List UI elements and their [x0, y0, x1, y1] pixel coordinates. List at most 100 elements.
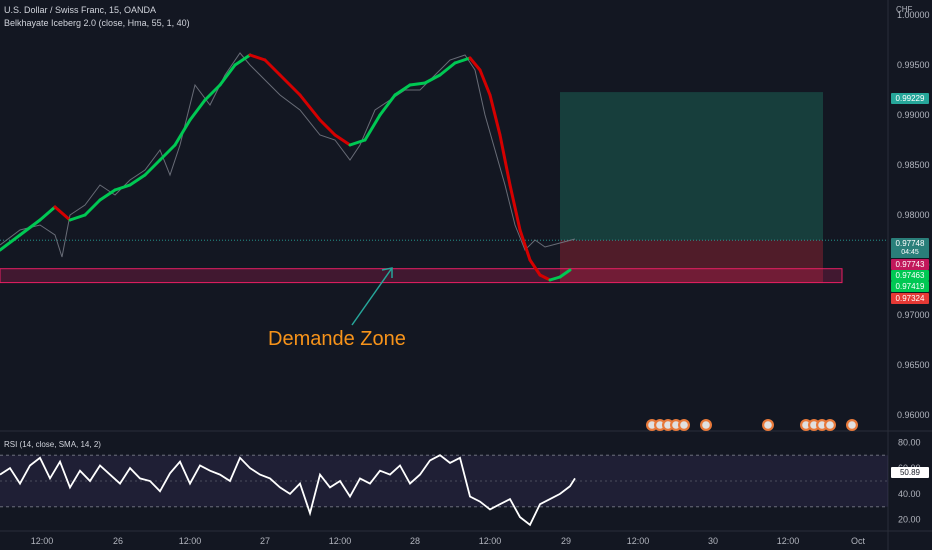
rsi-line [0, 454, 576, 527]
position-tool[interactable] [0, 92, 888, 283]
event-marker [762, 419, 774, 431]
hma-segment [378, 93, 397, 117]
hma-segment [408, 81, 427, 87]
hma-segment [438, 61, 457, 77]
event-marker-core [656, 421, 664, 429]
hma-segment [38, 205, 57, 222]
time-tick-label: 27 [260, 536, 270, 546]
time-axis[interactable]: 12:00 26 12:00 27 12:00 28 12:00 29 12:00 30 12:00… [31, 536, 866, 546]
hma-segment [348, 138, 367, 147]
hma-segment [18, 218, 42, 237]
hma-segment [143, 158, 162, 177]
event-markers[interactable] [646, 419, 858, 431]
annotation-arrow[interactable] [351, 267, 393, 326]
hma-segment [548, 275, 562, 282]
price-tick-label: 0.99000 [897, 110, 930, 120]
symbol-legend[interactable]: U.S. Dollar / Swiss Franc, 15, OANDA [4, 5, 157, 15]
event-marker-core [810, 421, 818, 429]
hma-segment [333, 133, 352, 147]
price-tick-label: 0.96500 [897, 360, 930, 370]
loss-area [560, 240, 823, 283]
current-price-tag: 0.97748 [891, 238, 929, 249]
price-tick-label: 0.97000 [897, 310, 930, 320]
hma-segment [498, 133, 512, 187]
event-marker-core [664, 421, 672, 429]
rsi-band [0, 455, 888, 507]
price-tick-label: 0.98000 [897, 210, 930, 220]
time-tick-label: 30 [708, 536, 718, 546]
event-marker [824, 419, 836, 431]
hma-segment [423, 73, 442, 85]
price-tick-label: 1.00000 [897, 10, 930, 20]
time-tick-label: 12:00 [627, 536, 650, 546]
hma-segment [318, 118, 337, 137]
hma-segment [233, 53, 252, 67]
hma-segment [558, 268, 572, 279]
event-marker-core [802, 421, 810, 429]
hma-segment [218, 63, 237, 87]
price-tick-label: 0.99500 [897, 60, 930, 70]
rsi-tick-label: 40.00 [898, 489, 921, 499]
rsi-tick-label: 80.00 [898, 437, 921, 447]
hma-segment [518, 228, 532, 262]
rsi-legend[interactable]: RSI (14, close, SMA, 14, 2) [4, 440, 101, 449]
hma-segment [53, 205, 72, 222]
time-tick-label: 12:00 [479, 536, 502, 546]
price-tick-label: 0.96000 [897, 410, 930, 420]
hma-segment [508, 183, 522, 232]
event-marker [678, 419, 690, 431]
event-marker [700, 419, 712, 431]
rsi-value-tag: 50.89 [891, 467, 929, 478]
hma-segment [98, 188, 117, 202]
hma-segment [278, 73, 302, 97]
hma-segment [478, 68, 492, 97]
hma-segment [83, 198, 102, 217]
rsi-pane [0, 454, 888, 527]
hma-segment [128, 173, 147, 187]
profit-area [560, 92, 823, 241]
arrow-head [381, 267, 393, 278]
event-marker-core [648, 421, 656, 429]
price-tick-label: 0.98500 [897, 160, 930, 170]
hma-segment [158, 143, 177, 162]
hma-segment [453, 56, 472, 65]
event-marker-core [702, 421, 710, 429]
zone-annotation-text[interactable]: Demande Zone [268, 328, 406, 350]
hma-segment [0, 233, 22, 252]
arrow-shaft [351, 267, 393, 326]
hma-segment [538, 273, 552, 282]
event-marker-core [680, 421, 688, 429]
time-tick-label: 29 [561, 536, 571, 546]
hma-segment [248, 53, 267, 62]
hma-segment [363, 113, 382, 142]
hma-segment [113, 183, 132, 192]
hma-segment [173, 118, 192, 147]
hma-segment [393, 83, 412, 97]
demand-zone[interactable] [0, 268, 843, 284]
target-price-tag: 0.99229 [891, 93, 929, 104]
currency-label: CHF [896, 5, 913, 14]
zone-top-tag: 0.97743 [891, 259, 929, 270]
hma-segment [188, 98, 207, 122]
time-tick-label: 12:00 [329, 536, 352, 546]
indicator-legend[interactable]: Belkhayate Iceberg 2.0 (close, Hma, 55, … [4, 18, 190, 28]
hma-tag: 0.97463 [891, 270, 929, 281]
hma-segment [68, 213, 87, 222]
event-marker-core [826, 421, 834, 429]
time-tick-label: 12:00 [777, 536, 800, 546]
demand-zone-rect [0, 268, 843, 284]
time-tick-label: Oct [851, 536, 866, 546]
iceberg-indicator [0, 53, 572, 282]
stop-price-tag: 0.97324 [891, 293, 929, 304]
hma-segment [263, 58, 282, 77]
hma-segment [298, 93, 322, 122]
hma-segment [203, 83, 222, 102]
time-tick-label: 26 [113, 536, 123, 546]
time-tick-label: 12:00 [31, 536, 54, 546]
event-marker-core [764, 421, 772, 429]
hma-low-tag: 0.97419 [891, 281, 929, 292]
price-line [0, 52, 576, 258]
hma-segment [528, 258, 542, 277]
event-marker-core [672, 421, 680, 429]
